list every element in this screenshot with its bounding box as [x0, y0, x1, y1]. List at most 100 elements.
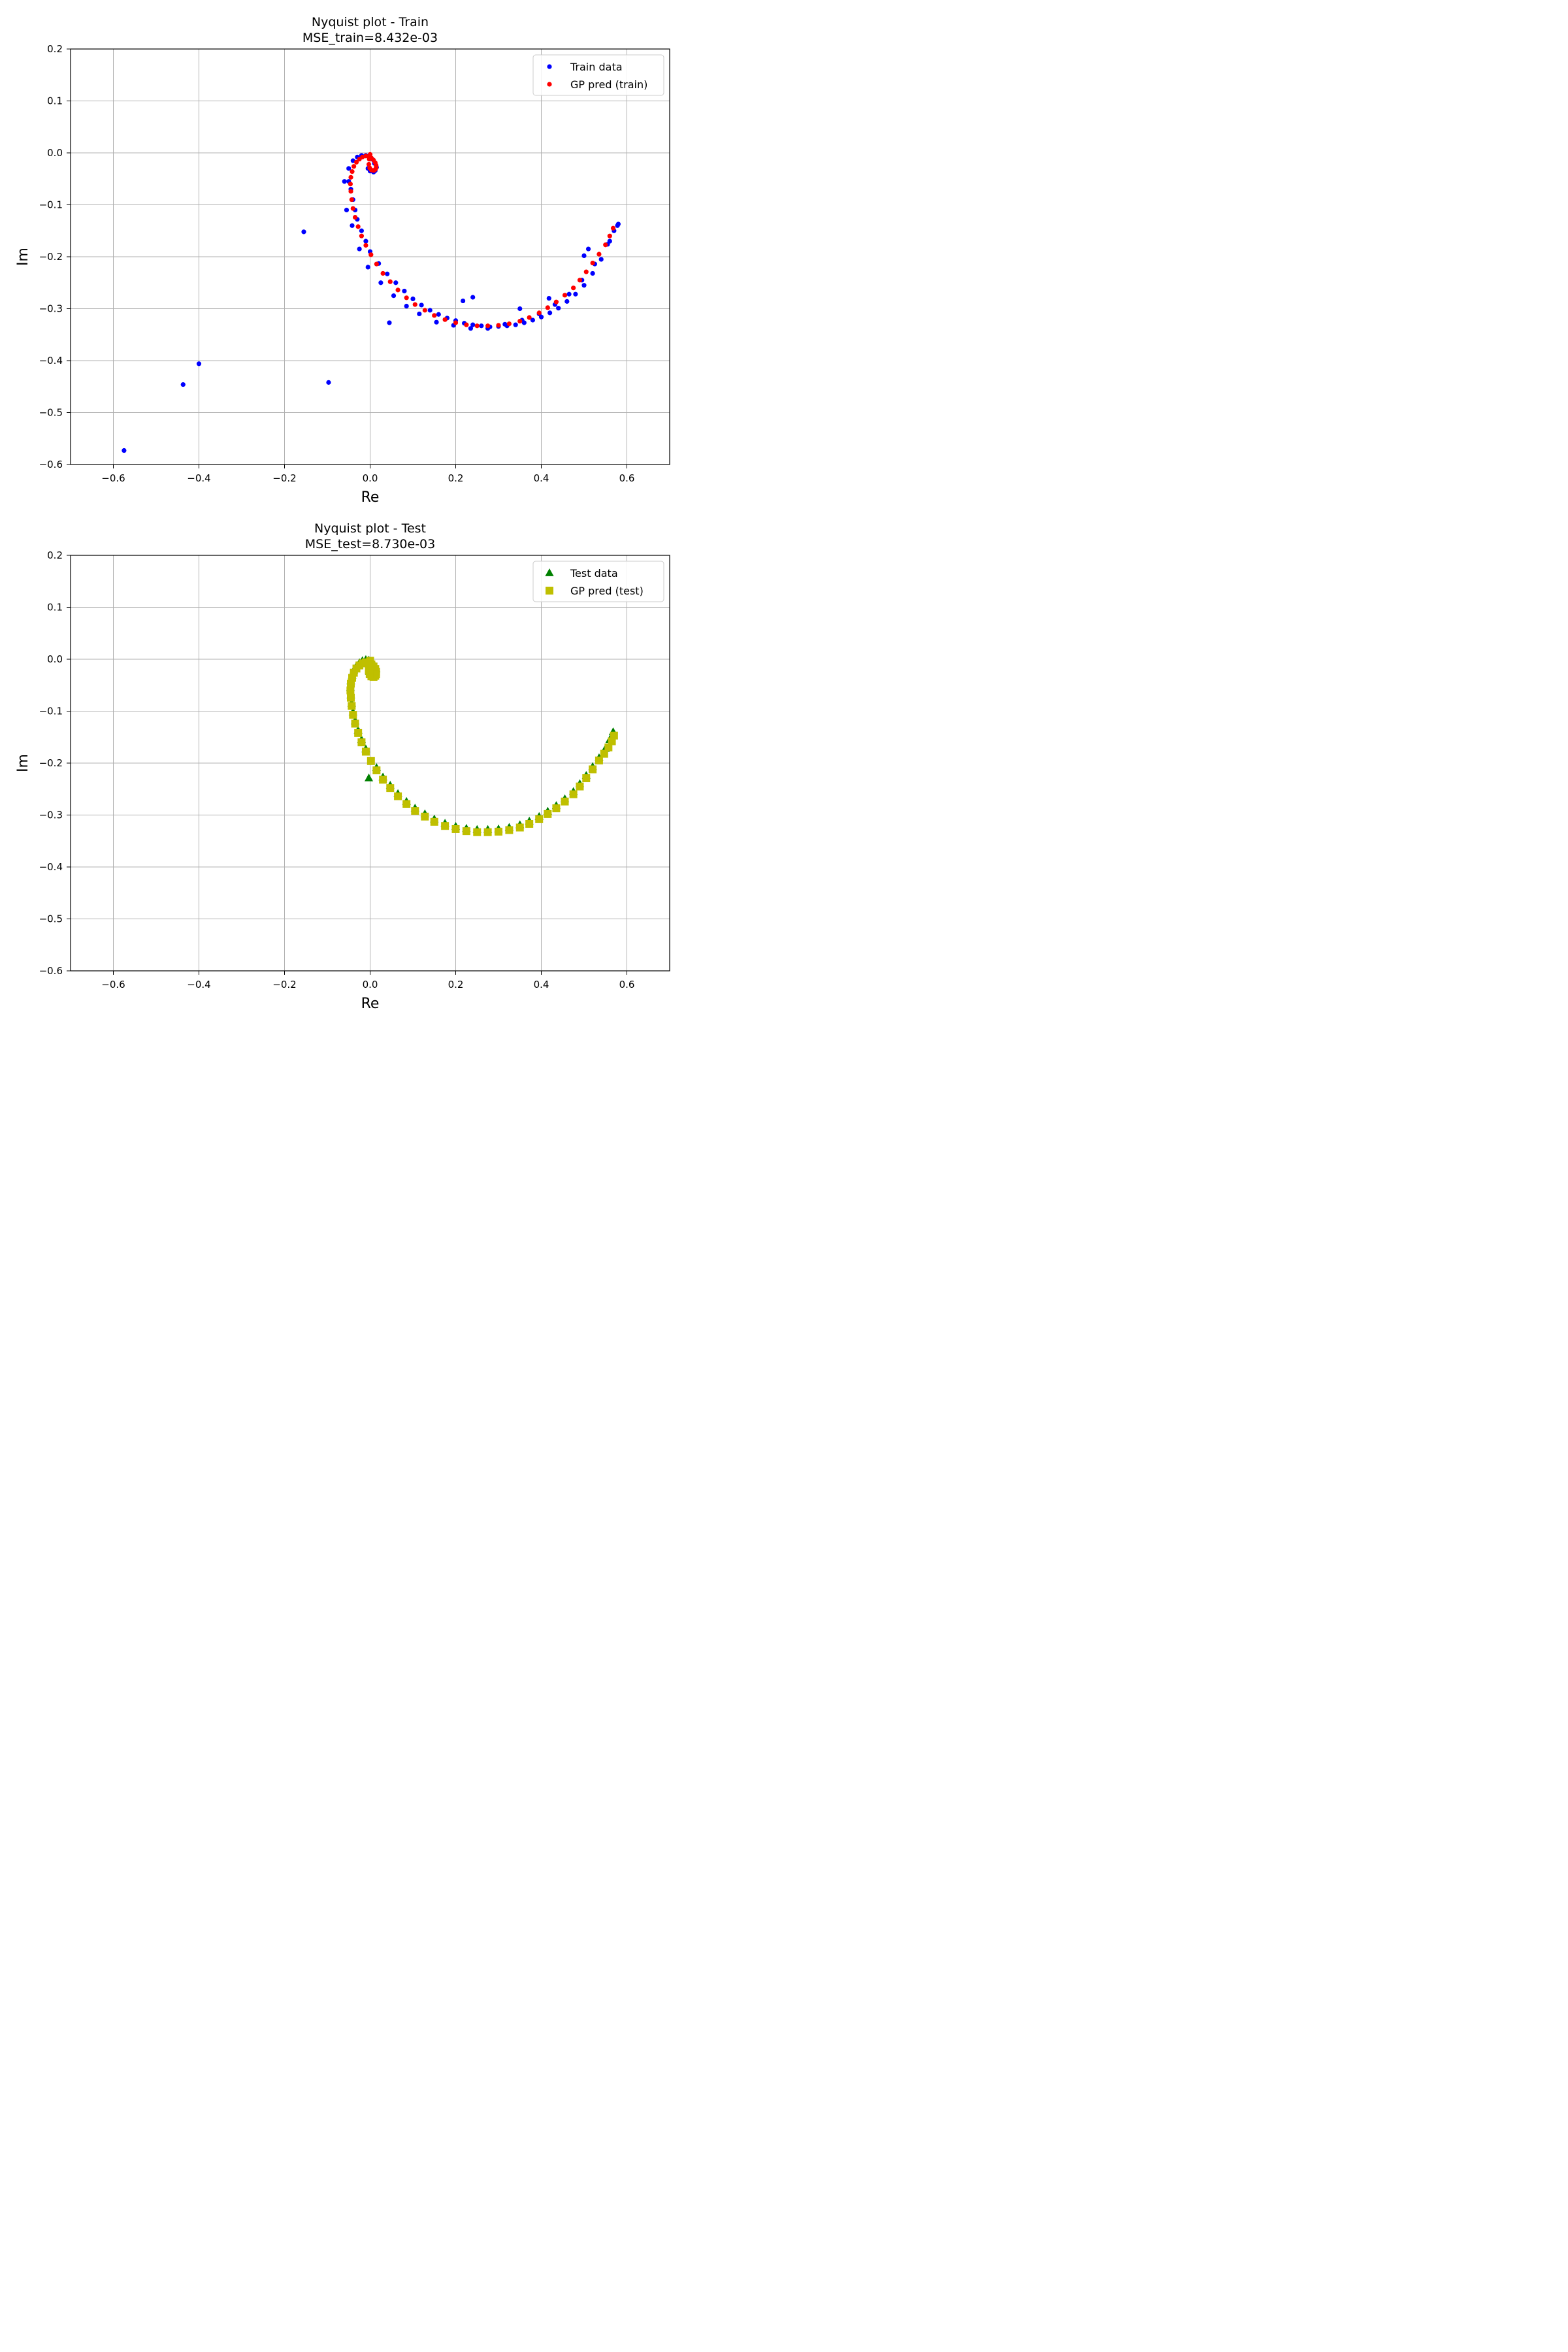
data-point	[326, 380, 331, 385]
data-point	[351, 719, 359, 728]
data-point	[515, 823, 524, 832]
x-tick-label: 0.0	[363, 979, 378, 990]
data-point	[483, 828, 492, 836]
data-marks	[346, 655, 618, 836]
data-point	[464, 322, 469, 327]
data-point	[350, 206, 355, 211]
y-axis-label: Im	[15, 248, 31, 266]
data-point	[603, 242, 608, 248]
legend-label: GP pred (train)	[570, 78, 647, 91]
x-tick-label: 0.4	[534, 979, 549, 990]
data-point	[367, 152, 373, 157]
legend-label: Train data	[570, 61, 623, 73]
data-point	[536, 310, 542, 316]
data-point	[552, 804, 561, 813]
data-point	[374, 261, 379, 267]
data-point	[535, 815, 544, 823]
y-tick-label: 0.2	[47, 549, 63, 561]
data-point	[576, 782, 584, 791]
data-point	[351, 164, 357, 169]
data-point	[581, 283, 587, 288]
data-point	[357, 246, 362, 252]
data-point	[385, 271, 390, 276]
data-point	[359, 233, 365, 238]
data-point	[348, 174, 353, 180]
data-point	[470, 295, 476, 300]
data-point	[589, 765, 597, 774]
y-tick-label: −0.6	[39, 965, 63, 977]
x-tick-label: 0.2	[448, 472, 464, 484]
data-point	[527, 315, 532, 320]
x-tick-label: 0.4	[534, 472, 549, 484]
legend-label: Test data	[570, 567, 618, 580]
data-point	[404, 295, 409, 301]
data-point	[380, 270, 385, 276]
data-point	[615, 223, 620, 228]
y-tick-label: 0.1	[47, 95, 63, 107]
y-tick-label: −0.2	[39, 757, 63, 769]
data-point	[577, 278, 583, 283]
data-point	[387, 320, 392, 325]
data-point	[410, 296, 416, 301]
data-point	[419, 302, 424, 308]
figure: Nyquist plot - Train MSE_train=8.432e-03 −…	[15, 15, 670, 1012]
data-point	[479, 323, 484, 329]
data-point	[461, 298, 466, 304]
y-tick-label: −0.3	[39, 303, 63, 315]
data-point	[364, 774, 374, 781]
chart-title: Nyquist plot - Train	[312, 15, 429, 29]
data-point	[421, 812, 429, 821]
y-tick-label: −0.1	[39, 199, 63, 211]
data-point	[422, 308, 427, 313]
data-point	[434, 319, 439, 325]
data-point	[525, 820, 534, 828]
data-point	[393, 280, 399, 286]
data-point	[363, 238, 368, 244]
data-point	[427, 308, 433, 313]
data-point	[562, 293, 568, 298]
data-point	[359, 228, 365, 233]
data-point	[402, 800, 411, 808]
data-point	[583, 269, 589, 274]
data-point	[582, 774, 591, 783]
data-point	[411, 807, 419, 815]
data-point	[349, 711, 357, 719]
data-point	[462, 827, 470, 836]
data-point	[378, 280, 384, 286]
data-point	[391, 293, 397, 299]
data-point	[417, 311, 422, 317]
data-point	[402, 288, 407, 294]
data-point	[404, 303, 409, 309]
data-point	[395, 287, 400, 293]
chart-panel-1: Nyquist plot - Train MSE_train=8.432e-03 −…	[15, 15, 670, 506]
data-point	[365, 265, 370, 270]
data-marks	[122, 152, 621, 453]
chart-subtitle: MSE_train=8.432e-03	[302, 31, 438, 45]
y-tick-label: −0.5	[39, 913, 63, 925]
data-point	[485, 323, 491, 329]
data-point	[354, 728, 363, 737]
series-2	[346, 657, 618, 836]
x-tick-label: −0.4	[187, 472, 210, 484]
x-tick-label: 0.6	[619, 472, 635, 484]
data-point	[366, 161, 372, 167]
data-point	[564, 299, 570, 304]
y-axis-label: Im	[15, 754, 31, 772]
data-point	[394, 792, 402, 800]
data-point	[470, 322, 476, 327]
data-point	[348, 189, 353, 194]
data-point	[506, 321, 512, 327]
x-axis-label: Re	[361, 489, 380, 506]
data-point	[607, 233, 612, 238]
data-point	[502, 321, 508, 327]
y-tick-label: 0.0	[47, 147, 63, 159]
data-point	[581, 253, 587, 259]
x-tick-label: −0.6	[101, 979, 125, 990]
data-point	[196, 361, 202, 367]
data-point	[610, 225, 616, 231]
data-point	[348, 182, 353, 187]
data-point	[517, 306, 523, 312]
legend-marker	[547, 64, 552, 69]
data-point	[346, 166, 351, 171]
